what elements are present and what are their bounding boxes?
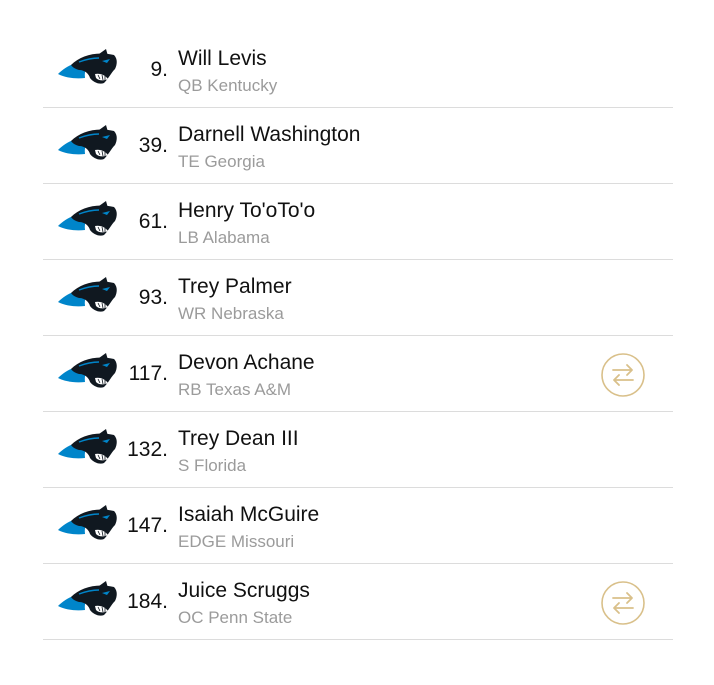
trade-swap-icon[interactable]	[601, 353, 645, 397]
player-name: Henry To'oTo'o	[178, 199, 316, 222]
panthers-logo-icon	[57, 504, 119, 544]
player-position-school: OC Penn State	[178, 608, 293, 627]
pick-row[interactable]: 61. Henry To'oTo'o LB Alabama	[43, 184, 673, 260]
panthers-logo-icon	[57, 352, 119, 392]
player-position-school: LB Alabama	[178, 228, 270, 247]
player-name: Juice Scruggs	[178, 579, 310, 602]
player-name: Isaiah McGuire	[178, 503, 320, 526]
pick-row[interactable]: 117. Devon Achane RB Texas A&M	[43, 336, 673, 412]
pick-number: 61.	[138, 210, 168, 233]
player-name: Darnell Washington	[178, 123, 361, 146]
panthers-logo-icon	[57, 48, 119, 88]
pick-row[interactable]: 9. Will Levis QB Kentucky	[43, 32, 673, 108]
pick-number: 93.	[138, 286, 168, 309]
player-position-school: QB Kentucky	[178, 76, 278, 95]
pick-number: 184.	[127, 590, 168, 613]
player-name: Trey Dean III	[178, 427, 299, 450]
pick-number: 117.	[128, 362, 168, 385]
panthers-logo-icon	[57, 276, 119, 316]
pick-row[interactable]: 132. Trey Dean III S Florida	[43, 412, 673, 488]
panthers-logo-icon	[57, 428, 119, 468]
panthers-logo-icon	[57, 200, 119, 240]
pick-number: 39.	[138, 134, 168, 157]
player-position-school: TE Georgia	[178, 152, 265, 171]
pick-number: 9.	[150, 58, 168, 81]
trade-swap-icon[interactable]	[601, 581, 645, 625]
player-name: Trey Palmer	[178, 275, 292, 298]
player-position-school: RB Texas A&M	[178, 380, 292, 399]
pick-number: 147.	[127, 514, 168, 537]
pick-row[interactable]: 147. Isaiah McGuire EDGE Missouri	[43, 488, 673, 564]
player-position-school: EDGE Missouri	[178, 532, 295, 551]
pick-number: 132.	[127, 438, 168, 461]
player-position-school: WR Nebraska	[178, 304, 284, 323]
player-name: Will Levis	[178, 47, 267, 70]
pick-row[interactable]: 39. Darnell Washington TE Georgia	[43, 108, 673, 184]
panthers-logo-icon	[57, 580, 119, 620]
player-name: Devon Achane	[178, 351, 315, 374]
pick-row[interactable]: 184. Juice Scruggs OC Penn State	[43, 564, 673, 640]
draft-picks-list: 9. Will Levis QB Kentucky 39. Darnell Washi…	[43, 32, 673, 640]
player-position-school: S Florida	[178, 456, 247, 475]
pick-row[interactable]: 93. Trey Palmer WR Nebraska	[43, 260, 673, 336]
panthers-logo-icon	[57, 124, 119, 164]
